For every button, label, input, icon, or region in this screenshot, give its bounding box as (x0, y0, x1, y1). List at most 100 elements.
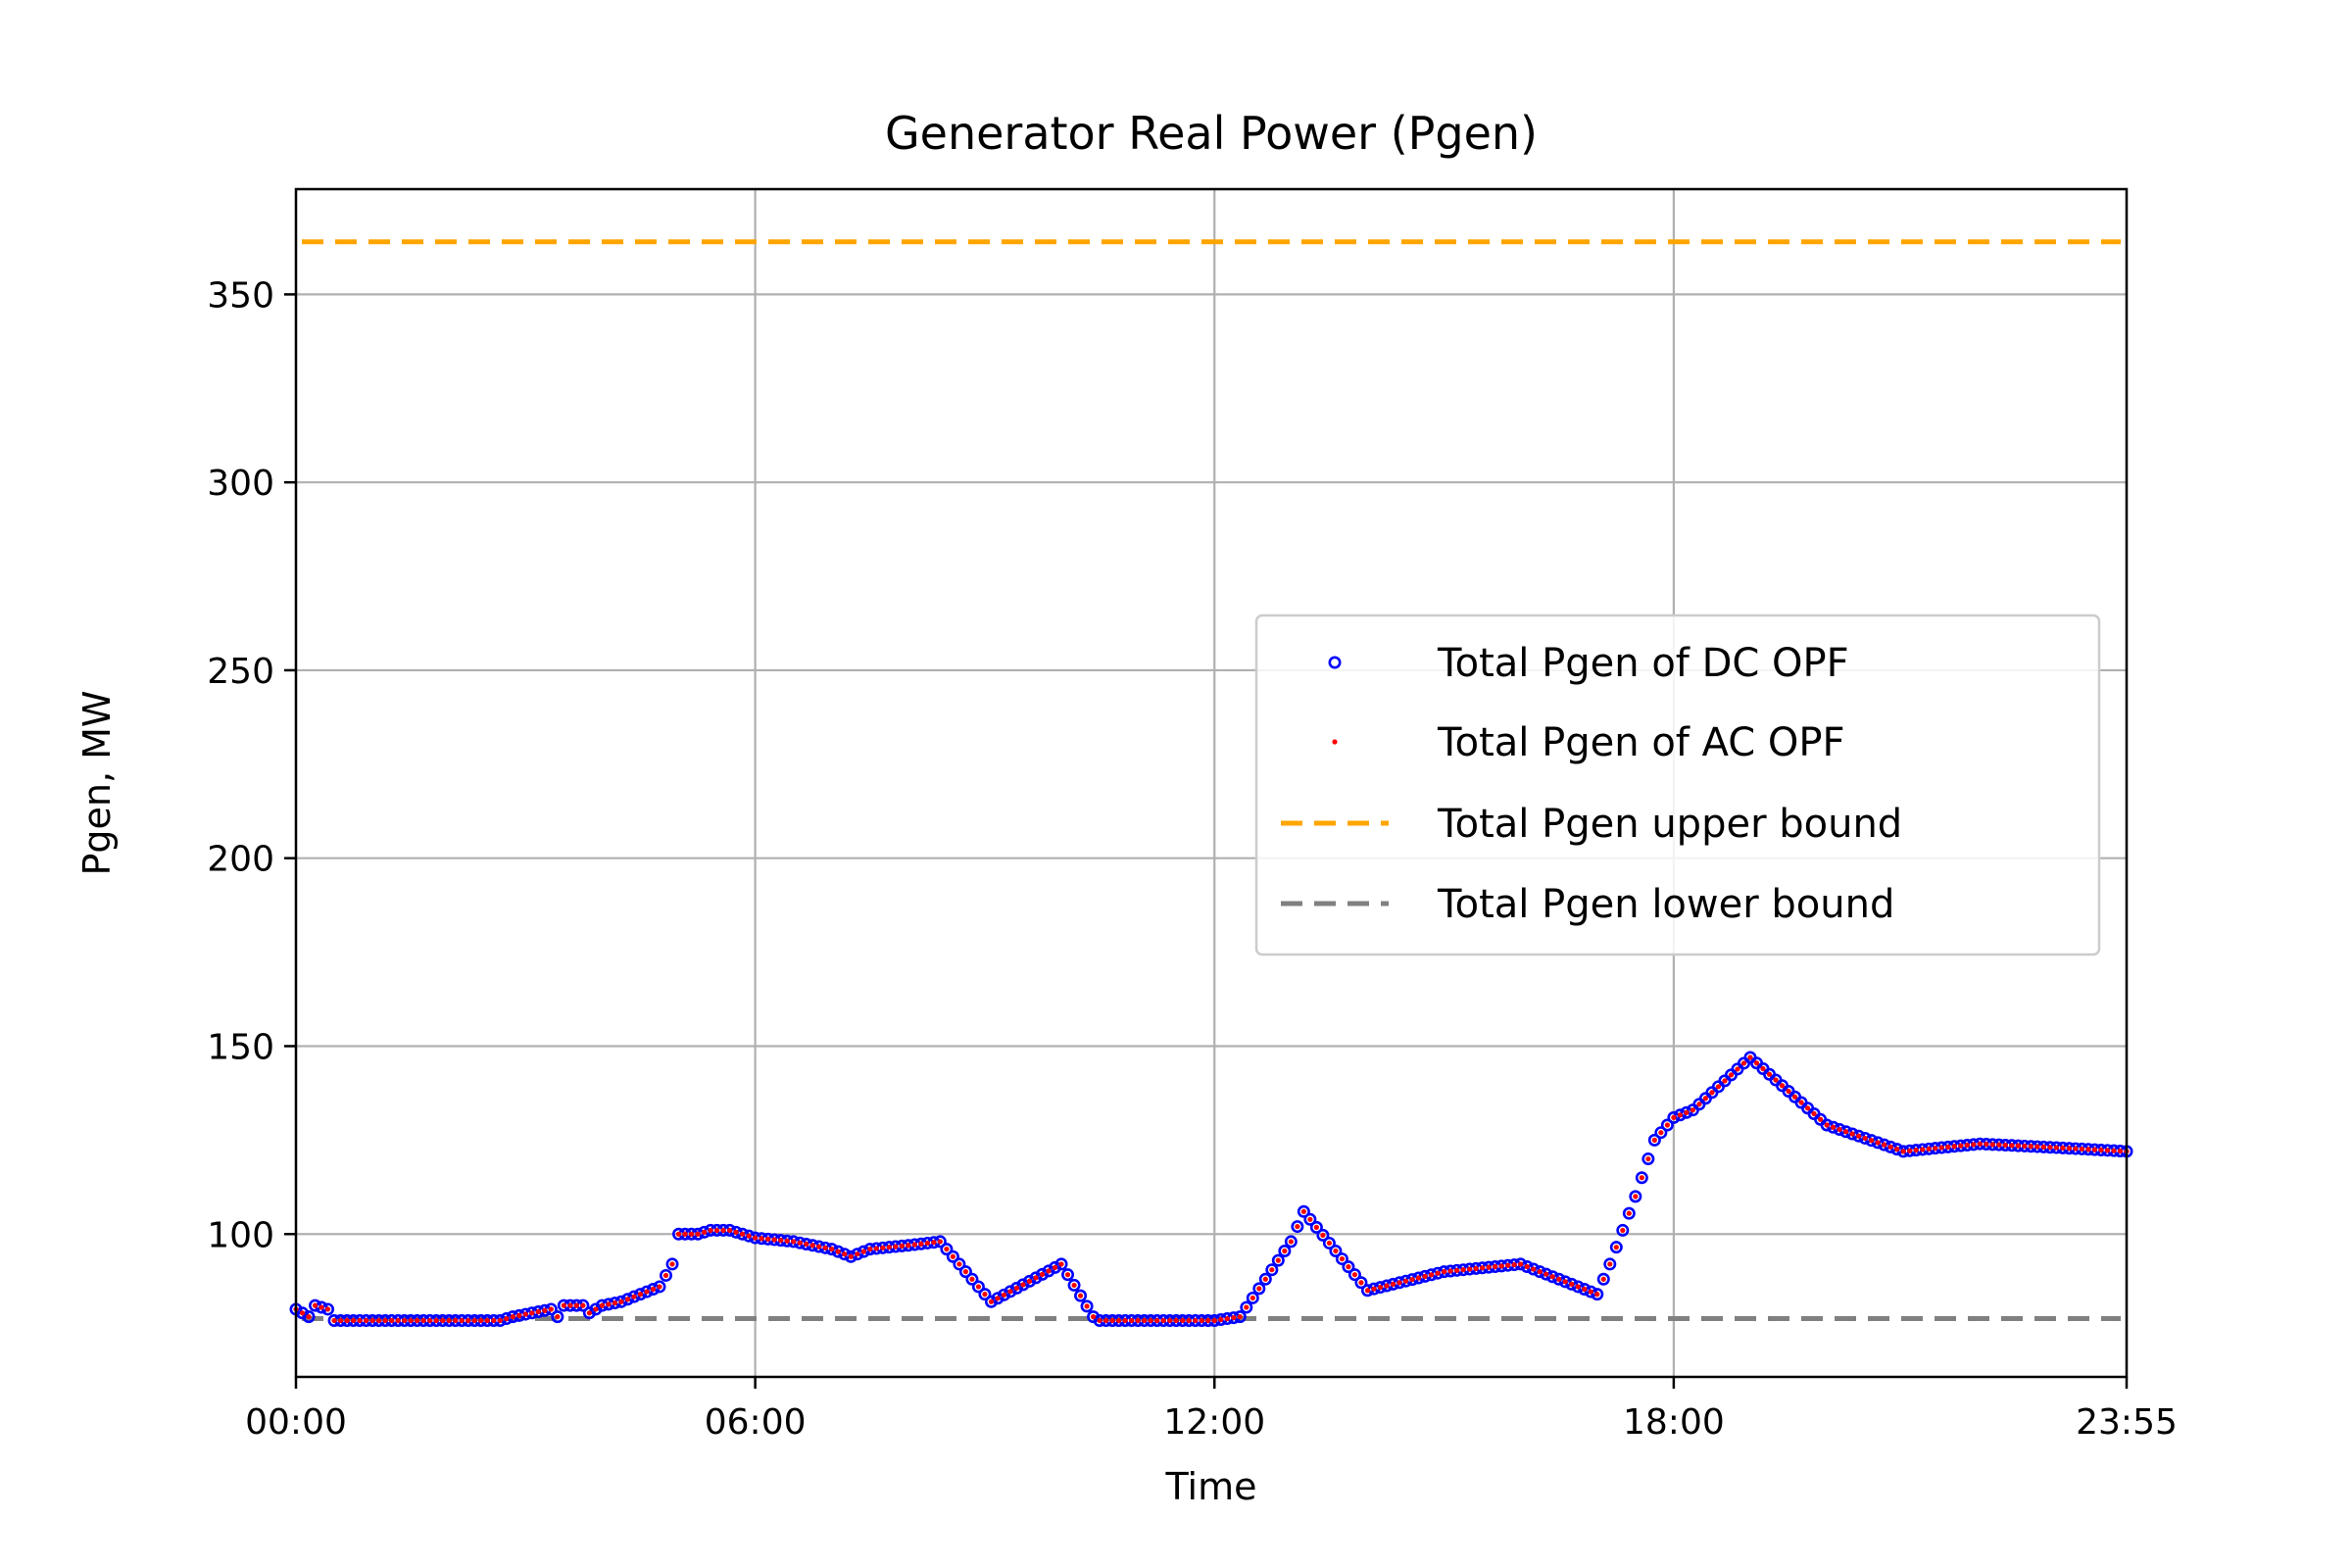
ac-opf-point (688, 1231, 695, 1237)
ac-opf-point (1837, 1126, 1842, 1133)
ac-opf-point (1013, 1285, 1020, 1291)
ac-opf-point (1671, 1114, 1677, 1120)
dc-opf-point (1673, 1108, 1687, 1122)
ac-opf-point (662, 1272, 669, 1279)
ac-opf-point (433, 1317, 439, 1324)
dc-opf-point (1074, 1289, 1088, 1302)
legend-label-upper-bound: Total Pgen upper bound (1437, 802, 1902, 847)
dc-opf-point (646, 1283, 660, 1297)
ac-opf-point (1180, 1317, 1186, 1324)
dc-opf-point (965, 1272, 979, 1286)
ac-opf-point (1129, 1317, 1135, 1324)
dc-opf-point (1584, 1285, 1597, 1298)
ac-opf-point (548, 1306, 554, 1312)
dc-opf-point (1029, 1271, 1043, 1285)
ac-opf-point (1142, 1317, 1148, 1324)
dc-opf-point (1558, 1275, 1572, 1289)
ac-opf-point (1773, 1077, 1779, 1083)
ac-opf-point (1505, 1262, 1511, 1268)
ac-opf-point (1122, 1317, 1128, 1324)
ac-opf-point (1722, 1078, 1728, 1084)
ac-opf-point (1894, 1147, 1900, 1152)
ac-opf-point (708, 1227, 713, 1234)
ac-opf-point (1696, 1102, 1702, 1107)
ac-opf-point (2047, 1145, 2053, 1151)
dc-opf-point (1240, 1300, 1253, 1314)
ac-opf-point (395, 1317, 401, 1324)
dc-opf-point (1660, 1118, 1674, 1132)
dc-opf-point (1565, 1277, 1579, 1291)
ac-opf-point (1193, 1317, 1199, 1324)
ac-opf-point (893, 1244, 899, 1250)
ac-opf-point (1760, 1065, 1766, 1072)
ac-opf-point (1791, 1094, 1798, 1100)
ac-opf-point (376, 1317, 382, 1324)
ac-opf-point (1964, 1142, 1970, 1149)
ac-opf-point (535, 1308, 541, 1315)
ac-opf-point (1594, 1292, 1600, 1298)
legend-marker-dc-opf (1328, 656, 1342, 669)
dc-opf-point (1061, 1268, 1075, 1282)
dc-opf-point (302, 1310, 316, 1324)
ac-opf-point (650, 1286, 657, 1293)
ac-opf-point (855, 1251, 860, 1257)
ac-opf-point (1084, 1303, 1090, 1309)
ac-opf-point (1480, 1265, 1486, 1271)
dc-opf-point (1009, 1281, 1023, 1295)
ac-opf-point (1824, 1122, 1830, 1128)
ac-opf-point (975, 1284, 982, 1290)
ac-opf-point (1709, 1090, 1715, 1096)
ac-opf-point (542, 1307, 548, 1313)
ac-opf-point (2053, 1145, 2060, 1151)
dc-opf-point (971, 1280, 985, 1294)
legend-markers (1281, 656, 1389, 906)
ac-opf-point (344, 1317, 350, 1324)
ac-opf-point (740, 1231, 746, 1237)
ac-opf-point (2002, 1142, 2008, 1149)
ac-opf-point (427, 1317, 433, 1324)
dc-opf-point (1042, 1264, 1055, 1278)
dc-opf-point (1647, 1133, 1661, 1147)
ac-opf-point (1346, 1264, 1351, 1270)
ac-opf-point (1779, 1083, 1786, 1089)
ac-opf-point (2066, 1146, 2073, 1152)
y-tick-label: 350 (207, 275, 274, 316)
ac-opf-point (2009, 1143, 2015, 1149)
ac-opf-point (1039, 1271, 1046, 1277)
ac-opf-point (1984, 1141, 1989, 1148)
dc-opf-point (551, 1310, 564, 1324)
ac-opf-point (969, 1276, 975, 1282)
ac-opf-point (1607, 1261, 1613, 1267)
ac-opf-point (1626, 1210, 1632, 1216)
ac-opf-point (1046, 1268, 1052, 1274)
ac-opf-point (675, 1231, 682, 1237)
dc-opf-point (857, 1245, 870, 1258)
dc-opf-point (1540, 1267, 1553, 1281)
ac-opf-point (606, 1301, 612, 1307)
ac-opf-point (573, 1302, 579, 1308)
ac-opf-point (1651, 1137, 1657, 1143)
dc-opf-point (1291, 1220, 1304, 1234)
ac-opf-point (765, 1236, 771, 1242)
ac-opf-point (1989, 1142, 1995, 1148)
ac-opf-point (1218, 1316, 1224, 1323)
dc-opf-point (1545, 1270, 1559, 1284)
ac-opf-point (2073, 1146, 2079, 1152)
ac-opf-point (1097, 1317, 1102, 1324)
ac-opf-point (1498, 1263, 1504, 1269)
ac-opf-point (778, 1238, 784, 1244)
y-tick-label: 150 (207, 1027, 274, 1067)
dc-opf-point (1036, 1267, 1050, 1281)
ac-opf-point (1588, 1289, 1593, 1295)
dc-opf-point (831, 1245, 845, 1258)
dc-opf-point (1278, 1245, 1292, 1258)
ac-opf-point (829, 1246, 835, 1252)
ac-opf-point (1945, 1144, 1951, 1150)
ac-opf-point (1409, 1276, 1415, 1283)
ac-opf-point (1702, 1096, 1709, 1102)
dc-opf-point (627, 1290, 641, 1303)
ac-opf-point (804, 1241, 809, 1248)
dc-opf-point (640, 1285, 654, 1298)
ac-opf-point (695, 1231, 701, 1237)
